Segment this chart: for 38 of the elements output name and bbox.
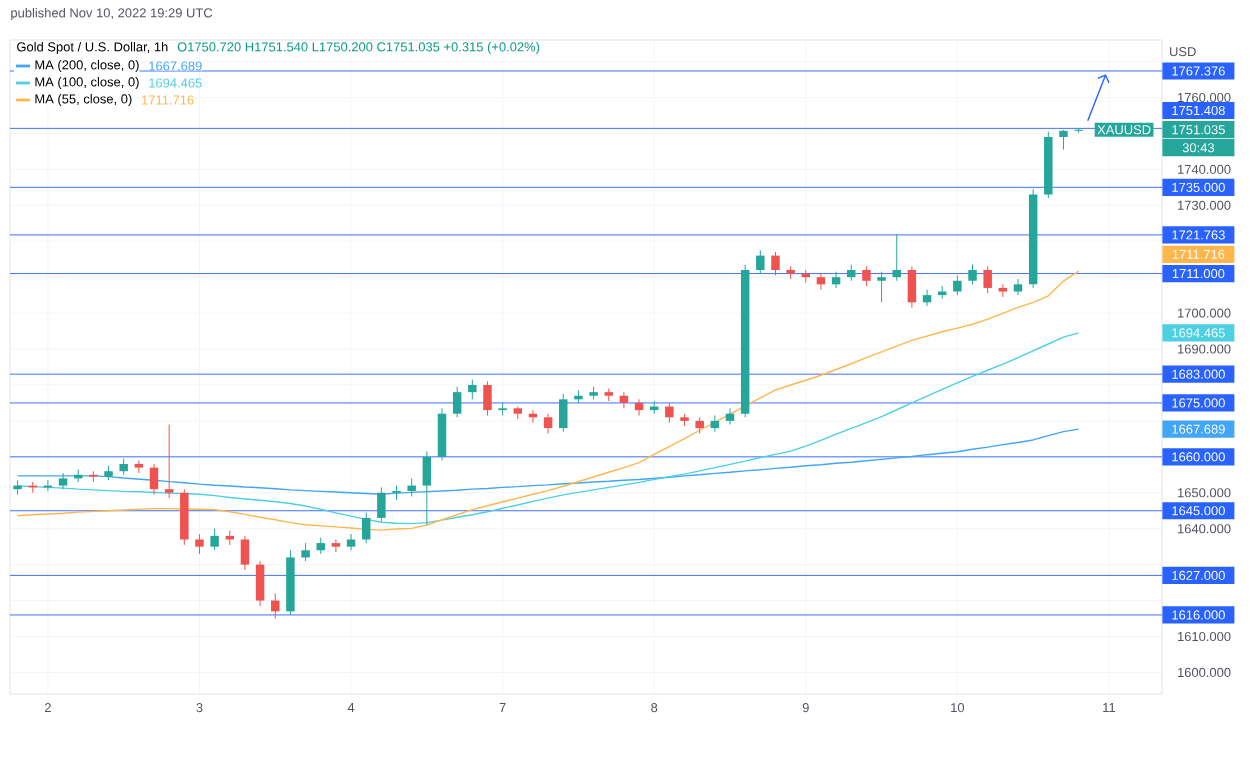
candlestick [422,450,432,526]
candlestick [164,423,174,499]
candlestick [1013,278,1023,296]
candlestick [210,528,219,551]
candlestick [271,592,280,620]
candlestick [452,386,462,418]
candlestick [1059,129,1068,151]
candlestick [255,560,265,607]
candlestick [892,233,901,282]
candlestick [831,271,841,289]
candlestick [377,486,386,523]
candlestick [816,273,826,291]
candlestick [483,380,492,417]
candlestick [149,463,159,496]
candlestick [953,274,962,296]
candlestick [543,413,553,434]
candlestick [468,379,477,400]
candlestick [361,512,371,544]
candlestick [346,533,356,551]
candlestick [331,538,341,553]
candlestick [877,271,886,303]
candlestick [922,289,932,307]
candlestick [968,264,977,285]
candlestick [862,265,871,287]
candlestick [619,391,629,409]
candlestick [634,398,644,417]
candlestick [437,407,447,461]
candlestick [725,407,735,425]
candlestick [907,265,917,309]
candlestick [195,533,204,555]
candlestick [58,472,68,490]
candlestick [240,535,250,571]
candlestick [771,251,780,276]
candlestick [756,249,765,275]
candlestick [559,393,568,433]
candlestick [983,265,992,294]
candlestick [665,402,674,424]
candlestick [180,488,189,546]
